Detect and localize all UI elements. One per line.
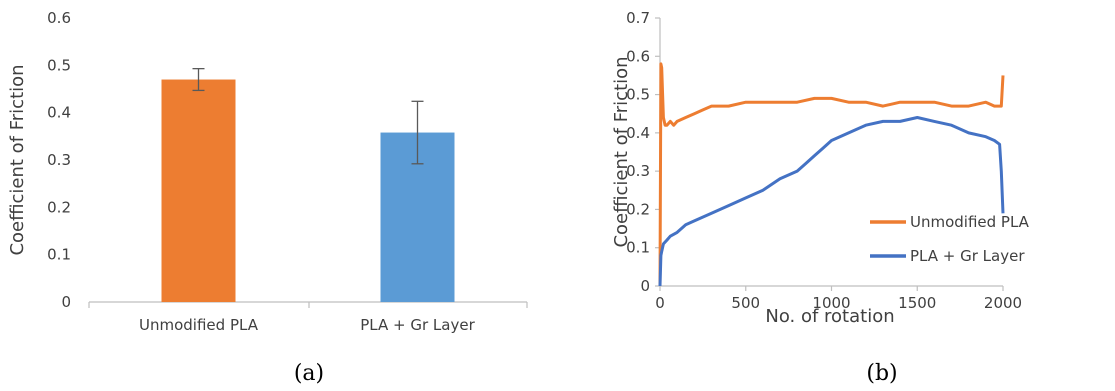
y-axis-title: Coefficient of Friction — [611, 56, 632, 247]
y-tick-label: 0 — [61, 293, 71, 311]
series-line-pla-gr-layer — [658, 116, 1005, 287]
bar-chart-panel-a: 0 0.1 0.2 0.3 0.4 0.5 0.6 Unmodified PLA PLA + … — [7, 9, 528, 386]
y-tick-label: 0.1 — [626, 239, 650, 257]
legend-label-pla-gr-layer: PLA + Gr Layer — [910, 247, 1025, 265]
x-tick-label: 1000 — [812, 294, 850, 312]
bars — [161, 79, 455, 303]
y-tick-labels: 0 0.1 0.2 0.3 0.4 0.5 0.6 0.7 — [626, 9, 660, 295]
x-tick-label: 500 — [731, 294, 760, 312]
y-tick-label: 0.4 — [47, 104, 71, 122]
series-lines — [658, 62, 1005, 287]
y-tick-label: 0.5 — [626, 86, 650, 104]
y-tick-label: 0.7 — [626, 9, 650, 27]
x-tick-labels: Unmodified PLA PLA + Gr Layer — [139, 316, 476, 334]
y-tick-labels: 0 0.1 0.2 0.3 0.4 0.5 0.6 — [47, 9, 71, 311]
y-tick-label: 0.4 — [626, 124, 650, 142]
y-tick-label: 0 — [640, 277, 650, 295]
panel-label-b: (b) — [866, 361, 897, 386]
x-tick-label: PLA + Gr Layer — [360, 316, 475, 334]
series-line-unmodified-pla — [658, 62, 1005, 287]
bar — [161, 79, 236, 303]
y-tick-label: 0.1 — [47, 246, 71, 264]
y-tick-label: 0.3 — [47, 151, 71, 169]
x-tick-label: 0 — [655, 294, 665, 312]
x-axis-title: No. of rotation — [765, 306, 894, 327]
y-tick-label: 0.5 — [47, 56, 71, 74]
legend: Unmodified PLA PLA + Gr Layer — [870, 213, 1030, 265]
legend-label-unmodified-pla: Unmodified PLA — [910, 213, 1030, 231]
y-tick-label: 0.2 — [626, 200, 650, 218]
x-tick-labels: 0 500 1000 1500 2000 — [655, 286, 1022, 312]
x-tick-label: 2000 — [984, 294, 1022, 312]
line-chart-panel-b: 00.10.20.30.40.50.60.7 0 500 1000 1500 2000 … — [611, 9, 1030, 386]
y-tick-label: 0.2 — [47, 198, 71, 216]
x-tick-label: Unmodified PLA — [139, 316, 259, 334]
error-bars — [192, 67, 424, 165]
y-axis-title: Coefficient of Friction — [7, 64, 28, 255]
y-tick-label: 0.6 — [626, 47, 650, 65]
panel-label-a: (a) — [294, 361, 324, 386]
y-tick-label: 0.3 — [626, 162, 650, 180]
y-tick-label: 0.6 — [47, 9, 71, 27]
x-tick-label: 1500 — [898, 294, 936, 312]
